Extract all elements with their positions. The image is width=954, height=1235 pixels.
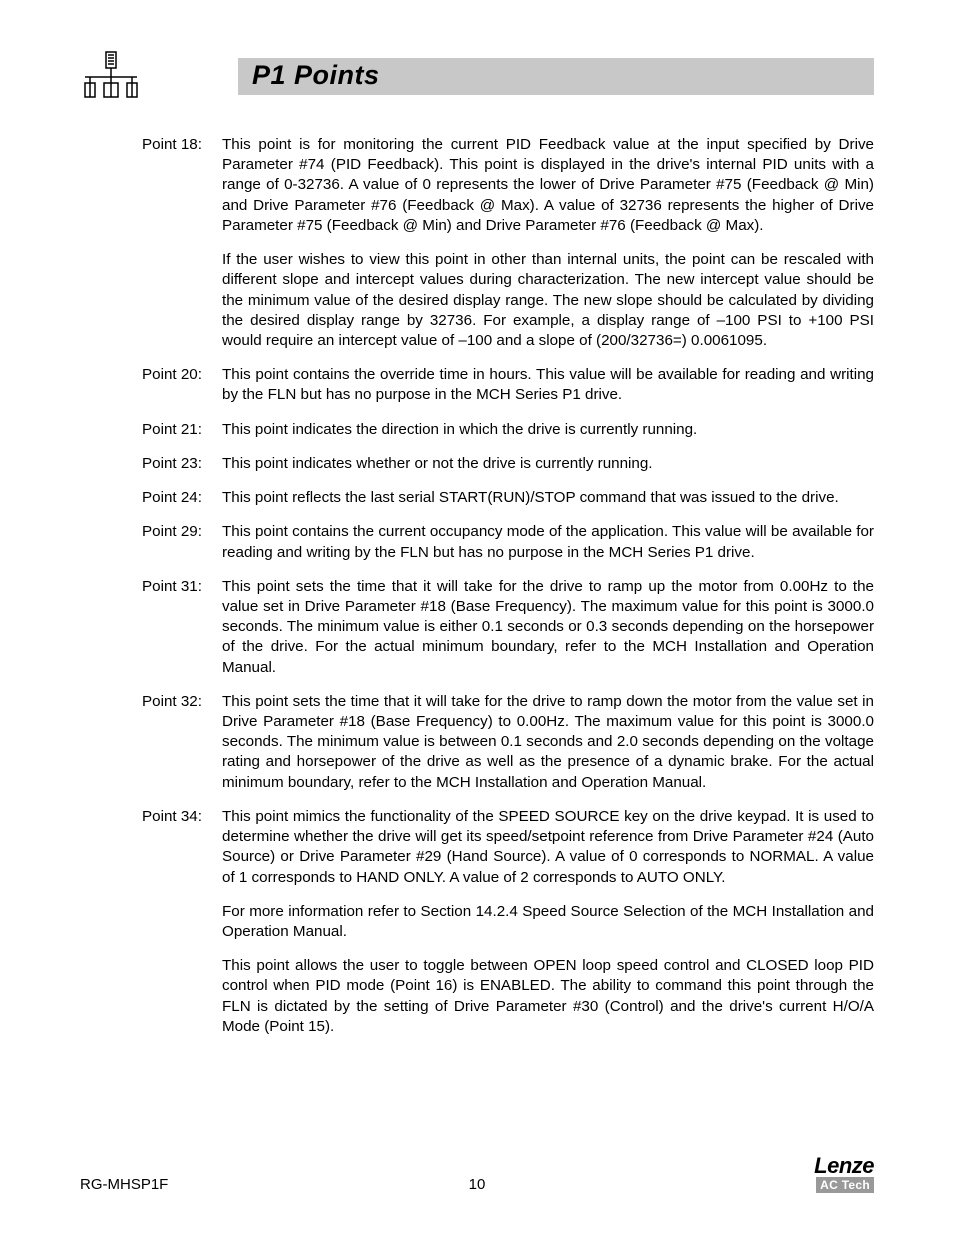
point-paragraph: This point sets the time that it will ta… xyxy=(222,692,874,793)
point-paragraph: This point indicates whether or not the … xyxy=(222,454,874,474)
page-title: P1 Points xyxy=(252,60,380,90)
point-label: Point 31: xyxy=(142,577,222,678)
point-paragraph: This point sets the time that it will ta… xyxy=(222,577,874,678)
page-footer: RG-MHSP1F 10 Lenze AC Tech xyxy=(80,1156,874,1193)
content-body: Point 18:This point is for monitoring th… xyxy=(80,135,874,1037)
footer-brand-area: Lenze AC Tech xyxy=(609,1156,874,1193)
brand-name: Lenze xyxy=(814,1156,874,1176)
point-text: This point is for monitoring the current… xyxy=(222,135,874,351)
point-paragraph: This point contains the current occupanc… xyxy=(222,522,874,562)
point-block: Point 24:This point reflects the last se… xyxy=(142,488,874,508)
point-paragraph: This point is for monitoring the current… xyxy=(222,135,874,236)
footer-doc-id: RG-MHSP1F xyxy=(80,1176,345,1193)
point-label: Point 34: xyxy=(142,807,222,1037)
point-paragraph: This point indicates the direction in wh… xyxy=(222,420,874,440)
footer-page-number: 10 xyxy=(345,1176,610,1193)
point-block: Point 21:This point indicates the direct… xyxy=(142,420,874,440)
point-label: Point 23: xyxy=(142,454,222,474)
point-block: Point 29:This point contains the current… xyxy=(142,522,874,562)
point-text: This point sets the time that it will ta… xyxy=(222,577,874,678)
point-text: This point contains the current occupanc… xyxy=(222,522,874,562)
title-bar: P1 Points xyxy=(238,58,874,95)
point-label: Point 24: xyxy=(142,488,222,508)
point-text: This point sets the time that it will ta… xyxy=(222,692,874,793)
point-text: This point indicates whether or not the … xyxy=(222,454,874,474)
brand-subtext: AC Tech xyxy=(816,1177,874,1193)
point-block: Point 20:This point contains the overrid… xyxy=(142,365,874,405)
point-label: Point 21: xyxy=(142,420,222,440)
point-text: This point reflects the last serial STAR… xyxy=(222,488,874,508)
point-block: Point 18:This point is for monitoring th… xyxy=(142,135,874,351)
point-label: Point 18: xyxy=(142,135,222,351)
point-paragraph: This point contains the override time in… xyxy=(222,365,874,405)
point-text: This point contains the override time in… xyxy=(222,365,874,405)
point-label: Point 20: xyxy=(142,365,222,405)
point-paragraph: This point mimics the functionality of t… xyxy=(222,807,874,888)
brand-logo: Lenze AC Tech xyxy=(814,1156,874,1193)
point-label: Point 29: xyxy=(142,522,222,562)
point-paragraph: This point reflects the last serial STAR… xyxy=(222,488,874,508)
drive-logo-icon xyxy=(80,50,140,100)
point-text: This point mimics the functionality of t… xyxy=(222,807,874,1037)
point-paragraph: For more information refer to Section 14… xyxy=(222,902,874,942)
point-text: This point indicates the direction in wh… xyxy=(222,420,874,440)
point-block: Point 32:This point sets the time that i… xyxy=(142,692,874,793)
point-label: Point 32: xyxy=(142,692,222,793)
page-header: P1 Points xyxy=(80,58,874,100)
point-paragraph: This point allows the user to toggle bet… xyxy=(222,956,874,1037)
point-block: Point 34:This point mimics the functiona… xyxy=(142,807,874,1037)
point-paragraph: If the user wishes to view this point in… xyxy=(222,250,874,351)
point-block: Point 23:This point indicates whether or… xyxy=(142,454,874,474)
point-block: Point 31:This point sets the time that i… xyxy=(142,577,874,678)
